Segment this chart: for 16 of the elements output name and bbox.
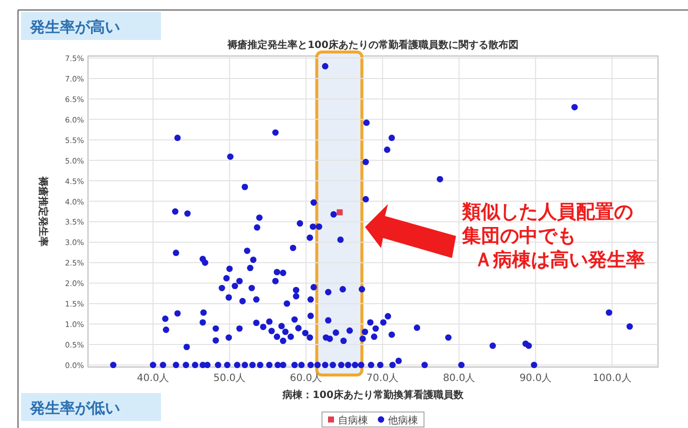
annotation: 類似した人員配置の集団の中でも [461,201,633,247]
x-tick-label: 60.0人 [290,373,322,384]
x-tick-label: 90.0人 [519,373,552,384]
chart-title: 褥瘡推定発生率と100床あたりの常勤看護職員数に関する散布図 [226,39,518,51]
x-tick-label: 70.0人 [366,373,399,384]
y-axis-title: 褥瘡推定発生率 [37,176,49,246]
text: 発生率が高い [29,18,120,36]
x-tick-label: 50.0人 [213,373,246,384]
x-tick-label: 40.0人 [136,373,170,384]
x-tick-label: 80.0人 [442,373,476,384]
x-tick-label: 100.0人 [592,373,632,384]
annotation: Ａ病棟は高い発生率 [474,249,645,271]
legend-label: 他病棟 [388,414,418,426]
legend-label: 自病棟 [338,414,368,426]
x-axis-title: 病棟：100床あたり常勤換算看護職員数 [282,389,464,401]
text: 発生率が低い [29,399,120,417]
